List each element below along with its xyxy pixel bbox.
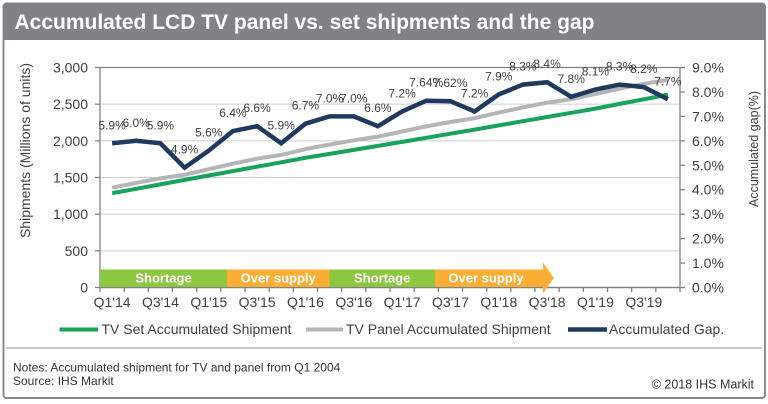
svg-text:7.8%: 7.8%	[558, 72, 586, 86]
svg-text:Q1'15: Q1'15	[190, 294, 227, 310]
svg-text:5.9%: 5.9%	[98, 118, 126, 132]
svg-text:3.0%: 3.0%	[692, 206, 724, 222]
svg-text:Q3'17: Q3'17	[432, 294, 469, 310]
svg-text:6.6%: 6.6%	[364, 101, 392, 115]
svg-text:6.0%: 6.0%	[123, 116, 151, 130]
svg-text:8.3%: 8.3%	[509, 60, 537, 74]
svg-text:Q1'18: Q1'18	[480, 294, 517, 310]
svg-text:6.7%: 6.7%	[292, 99, 320, 113]
svg-text:9.0%: 9.0%	[692, 60, 724, 76]
svg-text:8.0%: 8.0%	[692, 84, 724, 100]
svg-text:4.9%: 4.9%	[171, 143, 199, 157]
svg-text:7.0%: 7.0%	[316, 91, 344, 105]
svg-text:0.0%: 0.0%	[692, 280, 724, 296]
svg-text:5.9%: 5.9%	[268, 118, 296, 132]
svg-text:Q1'17: Q1'17	[384, 294, 421, 310]
svg-text:Q3'15: Q3'15	[239, 294, 276, 310]
svg-text:1,500: 1,500	[53, 170, 88, 186]
svg-text:1.0%: 1.0%	[692, 255, 724, 271]
svg-text:2,000: 2,000	[53, 133, 88, 149]
svg-text:6.6%: 6.6%	[243, 101, 271, 115]
svg-text:500: 500	[65, 243, 89, 259]
svg-text:Over supply: Over supply	[448, 271, 524, 286]
svg-text:7.2%: 7.2%	[388, 87, 416, 101]
svg-text:Notes: Accumulated shipment fo: Notes: Accumulated shipment for TV and p…	[13, 361, 341, 375]
svg-text:3,000: 3,000	[53, 60, 88, 76]
svg-text:5.6%: 5.6%	[195, 126, 223, 140]
svg-text:Q3'14: Q3'14	[142, 294, 179, 310]
svg-text:TV Panel Accumulated Shipment: TV Panel Accumulated Shipment	[346, 321, 551, 337]
svg-text:Q3'16: Q3'16	[335, 294, 372, 310]
svg-text:7.64%: 7.64%	[409, 76, 443, 90]
svg-text:7.7%: 7.7%	[654, 74, 682, 88]
svg-text:8.2%: 8.2%	[630, 62, 658, 76]
svg-text:Shipments (Millions of units): Shipments (Millions of units)	[17, 63, 33, 238]
svg-text:Q3'19: Q3'19	[625, 294, 662, 310]
svg-text:8.1%: 8.1%	[582, 65, 610, 79]
svg-text:Source: IHS Markit: Source: IHS Markit	[13, 374, 114, 388]
svg-text:Over supply: Over supply	[241, 271, 317, 286]
svg-text:5.0%: 5.0%	[692, 157, 724, 173]
svg-text:8.4%: 8.4%	[533, 57, 561, 71]
svg-text:6.4%: 6.4%	[219, 106, 247, 120]
svg-text:2.0%: 2.0%	[692, 231, 724, 247]
svg-text:Shortage: Shortage	[135, 271, 191, 286]
svg-text:Shortage: Shortage	[354, 271, 410, 286]
svg-text:7.62%: 7.62%	[433, 76, 467, 90]
svg-text:Q3'18: Q3'18	[529, 294, 566, 310]
svg-text:8.3%: 8.3%	[606, 60, 634, 74]
svg-text:0: 0	[80, 280, 88, 296]
svg-text:1,000: 1,000	[53, 206, 88, 222]
svg-text:4.0%: 4.0%	[692, 182, 724, 198]
svg-text:Q1'16: Q1'16	[287, 294, 324, 310]
svg-text:Q1'14: Q1'14	[94, 294, 131, 310]
svg-text:7.0%: 7.0%	[692, 108, 724, 124]
svg-text:5.9%: 5.9%	[147, 118, 175, 132]
svg-text:7.2%: 7.2%	[461, 87, 489, 101]
svg-text:7.9%: 7.9%	[485, 69, 513, 83]
svg-text:TV Set Accumulated Shipment: TV Set Accumulated Shipment	[102, 321, 292, 337]
svg-text:Q1'19: Q1'19	[577, 294, 614, 310]
svg-text:6.0%: 6.0%	[692, 133, 724, 149]
svg-text:Accumulated LCD TV panel vs. s: Accumulated LCD TV panel vs. set shipmen…	[15, 11, 595, 34]
svg-text:7.0%: 7.0%	[340, 91, 368, 105]
svg-text:2,500: 2,500	[53, 96, 88, 112]
svg-text:© 2018 IHS Markit: © 2018 IHS Markit	[652, 378, 755, 392]
svg-text:Accumulated Gap.: Accumulated Gap.	[609, 321, 724, 337]
svg-text:Accumulated gap(%): Accumulated gap(%)	[747, 91, 761, 207]
